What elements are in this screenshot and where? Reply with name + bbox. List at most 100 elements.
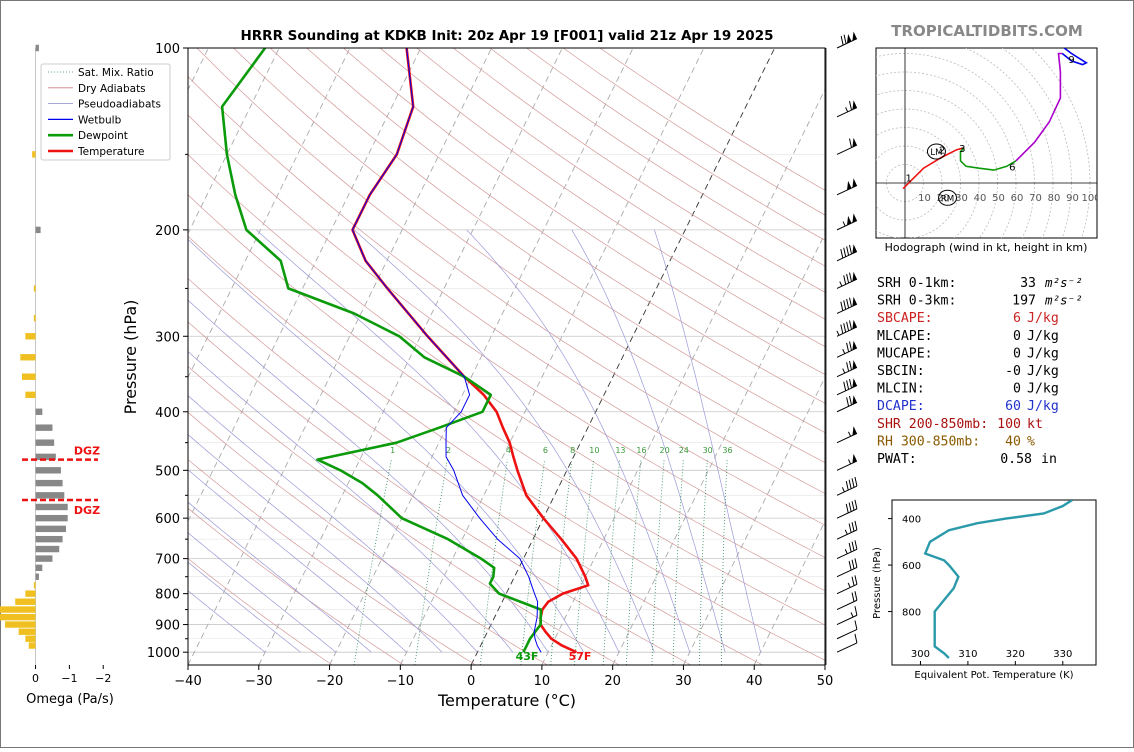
surface-dewpoint-label: 43F xyxy=(516,650,539,663)
hodograph-ring-label: 90 xyxy=(1066,193,1079,204)
omega-bar xyxy=(36,546,60,552)
hodograph-height-label: 1 xyxy=(906,173,912,184)
mixing-ratio-label: 10 xyxy=(589,446,599,455)
hodograph-ring-label: 80 xyxy=(1048,193,1061,204)
hodograph-ring-label: 10 xyxy=(918,193,931,204)
omega-bar xyxy=(34,582,36,588)
omega-bar xyxy=(36,492,65,498)
skewt-x-label: Temperature (°C) xyxy=(437,691,576,710)
stat-unit: in xyxy=(1041,452,1057,467)
omega-bar xyxy=(0,606,36,612)
stat-label: SBCAPE: xyxy=(877,311,933,326)
stat-label: SRH 0-3km: xyxy=(877,294,956,309)
y-tick-label: 300 xyxy=(155,330,180,345)
x-tick-label: −10 xyxy=(387,674,414,689)
theta-e-y-label: Pressure (hPa) xyxy=(872,547,883,619)
y-tick-label: 1000 xyxy=(147,646,180,661)
omega-bar xyxy=(36,536,63,542)
omega-bar xyxy=(15,599,35,605)
stat-unit: J/kg xyxy=(1027,329,1059,344)
omega-bar xyxy=(36,504,68,510)
omega-bar xyxy=(36,439,55,445)
chart-title: HRRR Sounding at KDKB Init: 20z Apr 19 [… xyxy=(240,28,773,44)
hodograph-caption: Hodograph (wind in kt, height in km) xyxy=(885,241,1088,254)
x-tick-label: −40 xyxy=(174,674,201,689)
omega-bar xyxy=(36,227,41,233)
omega-bar xyxy=(25,333,35,339)
stat-unit: J/kg xyxy=(1027,382,1059,397)
stat-label: RH 300-850mb: xyxy=(877,434,980,449)
dgz-label: DGZ xyxy=(74,445,100,458)
theta-e-y-tick-label: 800 xyxy=(902,608,921,619)
stat-value: 60 xyxy=(1005,399,1021,414)
stat-label: DCAPE: xyxy=(877,399,925,414)
hodograph-ring-label: 50 xyxy=(992,193,1005,204)
x-tick-label: 30 xyxy=(675,674,692,689)
y-tick-label: 100 xyxy=(155,42,180,57)
skewt-y-label: Pressure (hPa) xyxy=(121,300,140,415)
stat-unit: kt xyxy=(1027,417,1043,432)
x-tick-label: 20 xyxy=(604,674,621,689)
omega-tick-label: −2 xyxy=(95,672,111,685)
stat-label: PWAT: xyxy=(877,452,917,467)
hodograph-frame xyxy=(876,48,1097,238)
stat-value: -0 xyxy=(1005,364,1021,379)
omega-tick-label: −1 xyxy=(61,672,77,685)
stat-label: SRH 0-1km: xyxy=(877,276,956,291)
omega-bar xyxy=(5,621,35,627)
omega-bar xyxy=(36,526,66,532)
hodograph-height-label: 3 xyxy=(959,144,965,155)
omega-bar xyxy=(36,574,39,580)
surface-temperature-label: 57F xyxy=(569,650,592,663)
stat-unit: J/kg xyxy=(1027,364,1059,379)
legend-label: Dewpoint xyxy=(78,130,128,142)
stat-value: 0 xyxy=(1013,329,1021,344)
legend-label: Temperature xyxy=(77,146,145,158)
mixing-ratio-label: 30 xyxy=(703,446,713,455)
mixing-ratio-label: 16 xyxy=(636,446,646,455)
x-tick-label: 50 xyxy=(817,674,834,689)
omega-bar xyxy=(36,480,63,486)
legend-label: Pseudoadiabats xyxy=(78,99,161,111)
stat-value: 40 xyxy=(1005,434,1021,449)
hodograph-ring-label: 30 xyxy=(955,193,968,204)
stat-unit: m²s⁻² xyxy=(1044,293,1083,308)
dgz-label: DGZ xyxy=(74,504,100,517)
x-tick-label: 40 xyxy=(746,674,763,689)
theta-e-x-tick-label: 310 xyxy=(958,649,977,660)
omega-bar xyxy=(22,374,36,380)
omega-bar xyxy=(36,45,39,51)
storm-motion-label: RM xyxy=(941,194,954,204)
mixing-ratio-label: 2 xyxy=(446,446,451,455)
theta-e-y-tick-label: 400 xyxy=(902,515,921,526)
x-tick-label: 0 xyxy=(467,674,475,689)
x-tick-label: −20 xyxy=(316,674,343,689)
omega-bar xyxy=(36,424,53,430)
omega-bar xyxy=(29,642,36,648)
stat-value: 0 xyxy=(1013,382,1021,397)
y-tick-label: 200 xyxy=(155,224,180,239)
stat-value: 0 xyxy=(1013,346,1021,361)
hodograph-ring-label: 60 xyxy=(1011,193,1024,204)
mixing-ratio-label: 6 xyxy=(543,446,548,455)
mixing-ratio-label: 1 xyxy=(390,446,395,455)
omega-bar xyxy=(25,392,35,398)
omega-x-label: Omega (Pa/s) xyxy=(26,692,114,707)
stat-value: 100 xyxy=(997,417,1021,432)
omega-bar xyxy=(36,565,43,571)
hodograph-height-label: 9 xyxy=(1068,55,1074,66)
stat-unit: J/kg xyxy=(1027,311,1059,326)
omega-bar xyxy=(34,315,36,321)
theta-e-y-tick-label: 600 xyxy=(902,561,921,572)
legend-label: Sat. Mix. Ratio xyxy=(78,67,154,79)
mixing-ratio-label: 13 xyxy=(615,446,625,455)
mixing-ratio-label: 8 xyxy=(570,446,575,455)
theta-e-x-tick-label: 300 xyxy=(911,649,930,660)
y-tick-label: 900 xyxy=(155,619,180,634)
omega-bar xyxy=(25,590,35,596)
omega-bar xyxy=(25,636,35,642)
hodograph-height-label: 6 xyxy=(1009,162,1015,173)
hodograph-ring-label: 40 xyxy=(974,193,987,204)
